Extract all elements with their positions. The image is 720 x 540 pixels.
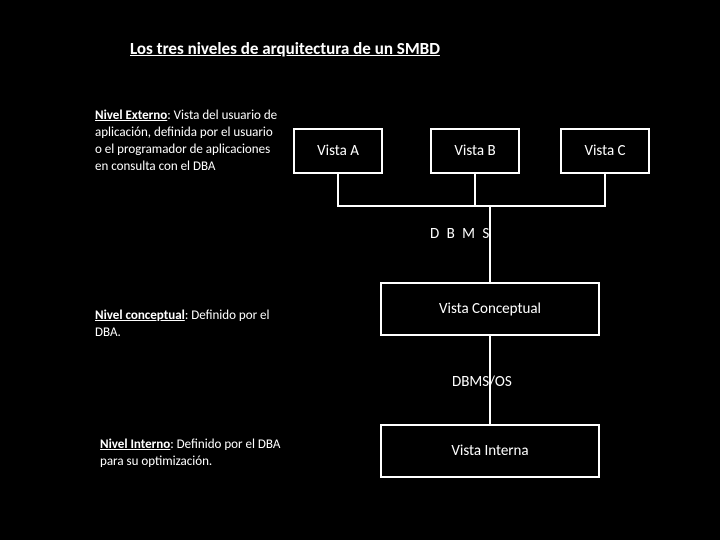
connector-b-down (474, 174, 476, 207)
box-vista-c: Vista C (560, 128, 650, 174)
desc-internal: Nivel Interno: Definido por el DBA para … (100, 437, 285, 471)
label-dbmsos: DBMS/OS (452, 373, 512, 391)
connector-center-to-conceptual (489, 207, 491, 282)
desc-extern: Nivel Externo: Vista del usuario de apli… (95, 108, 280, 176)
slide-title: Los tres niveles de arquitectura de un S… (130, 38, 440, 59)
box-interna: Vista Interna (380, 424, 600, 478)
box-vista-b: Vista B (430, 128, 520, 174)
box-vista-a: Vista A (293, 128, 383, 174)
desc-extern-lead: Nivel Externo (95, 108, 167, 123)
connector-top-horizontal (337, 205, 606, 207)
connector-c-down (604, 174, 606, 207)
desc-internal-lead: Nivel Interno (100, 437, 170, 452)
label-dbms: D B M S (430, 225, 491, 243)
desc-conceptual: Nivel conceptual: Definido por el DBA. (95, 308, 280, 342)
desc-conceptual-lead: Nivel conceptual (95, 308, 185, 323)
box-conceptual: Vista Conceptual (380, 282, 600, 336)
connector-a-down (337, 174, 339, 207)
